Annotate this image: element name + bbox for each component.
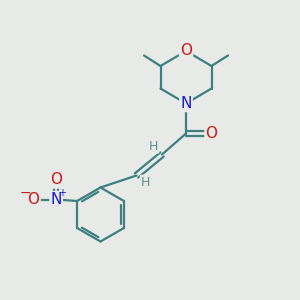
Text: N: N: [180, 96, 192, 111]
Text: +: +: [58, 188, 66, 199]
Text: O: O: [180, 44, 192, 59]
Text: O: O: [206, 126, 218, 141]
Text: N: N: [50, 192, 62, 207]
Text: H: H: [141, 176, 150, 189]
Text: H: H: [149, 140, 158, 153]
Text: −: −: [20, 186, 31, 200]
Text: O: O: [28, 192, 40, 207]
Text: O: O: [50, 172, 62, 188]
